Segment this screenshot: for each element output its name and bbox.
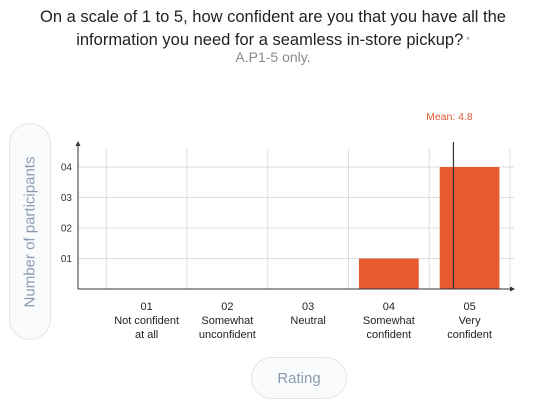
- mean-label: Mean: 4.8: [426, 111, 473, 123]
- x-axis-arrow: [510, 286, 515, 292]
- y-axis-arrow: [75, 141, 81, 146]
- required-marker: *: [466, 35, 470, 45]
- x-axis-label-pill: Rating: [251, 357, 347, 399]
- y-axis-label-pill: Number of participants: [9, 123, 51, 340]
- x-tick-label: confident: [447, 329, 492, 341]
- x-axis-label: Rating: [277, 369, 321, 387]
- question-text: On a scale of 1 to 5, how confident are …: [40, 8, 506, 49]
- x-tick-label: Somewhat: [363, 315, 415, 327]
- bar-05: [439, 167, 500, 289]
- bar-04: [358, 258, 419, 289]
- y-tick-label: 02: [61, 224, 73, 235]
- x-tick-code: 04: [383, 301, 395, 313]
- x-tick-label: Neutral: [290, 315, 325, 327]
- x-tick-code: 03: [302, 301, 314, 313]
- x-tick-label: Not confident: [114, 315, 179, 327]
- x-tick-code: 05: [463, 301, 475, 313]
- x-tick-label: Very: [459, 315, 482, 327]
- question-subtitle: A.P1-5 only.: [235, 49, 311, 65]
- y-tick-label: 04: [61, 163, 73, 174]
- x-tick-code: 01: [141, 301, 153, 313]
- question-title: On a scale of 1 to 5, how confident are …: [20, 6, 526, 52]
- y-tick-label: 03: [61, 193, 73, 204]
- x-tick-label: confident: [367, 329, 412, 341]
- x-tick-label: Somewhat: [201, 315, 253, 327]
- x-tick-label: unconfident: [199, 329, 256, 341]
- x-tick-code: 02: [221, 301, 233, 313]
- y-tick-label: 01: [61, 254, 73, 265]
- x-tick-label: at all: [135, 329, 158, 341]
